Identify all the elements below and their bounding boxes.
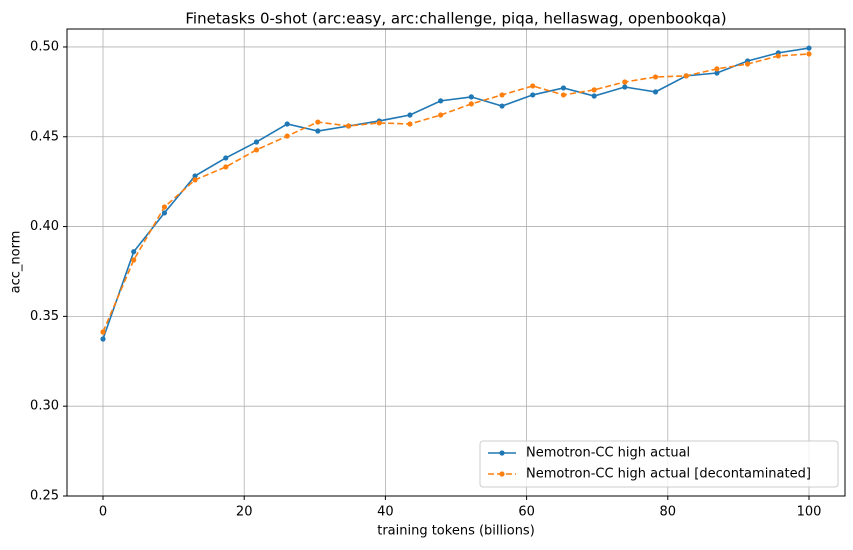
data-point <box>223 164 229 170</box>
data-point <box>100 329 106 335</box>
data-point <box>591 93 597 99</box>
x-tick-label: 20 <box>236 505 253 520</box>
data-point <box>468 94 474 100</box>
data-point <box>499 103 505 109</box>
data-point <box>530 83 536 89</box>
data-point <box>407 112 413 118</box>
data-point <box>161 210 168 216</box>
data-point <box>499 92 505 98</box>
data-point <box>315 119 321 125</box>
data-point <box>652 89 659 95</box>
data-point <box>253 147 260 153</box>
data-point <box>622 79 628 85</box>
x-tick-label: 100 <box>797 505 822 520</box>
data-point <box>806 51 812 57</box>
data-point <box>376 120 382 126</box>
data-point <box>591 87 597 93</box>
data-point <box>530 92 536 98</box>
data-point <box>744 61 751 67</box>
legend-label: Nemotron-CC high actual [decontaminated] <box>526 467 811 482</box>
y-tick-label: 0.25 <box>30 489 59 504</box>
data-point <box>806 45 812 51</box>
data-point <box>223 155 229 161</box>
x-tick-label: 0 <box>99 505 107 520</box>
y-tick-label: 0.30 <box>30 399 59 414</box>
data-point <box>315 128 321 134</box>
data-point <box>192 173 198 179</box>
data-point <box>560 85 567 91</box>
data-point <box>161 204 168 210</box>
chart-title: Finetasks 0-shot (arc:easy, arc:challeng… <box>185 10 726 28</box>
y-tick-label: 0.40 <box>30 219 59 234</box>
data-point <box>438 98 444 104</box>
data-point <box>468 101 474 107</box>
data-point <box>714 66 720 72</box>
x-axis-label: training tokens (billions) <box>377 524 535 539</box>
data-point <box>622 84 628 90</box>
y-tick-label: 0.45 <box>30 129 59 144</box>
data-point <box>407 121 413 127</box>
data-point <box>192 177 198 183</box>
data-point <box>775 53 781 59</box>
y-tick-label: 0.35 <box>30 309 59 324</box>
x-tick-label: 80 <box>660 505 677 520</box>
data-point <box>253 139 260 145</box>
plot-frame <box>66 28 846 497</box>
data-point <box>714 70 720 76</box>
x-tick-label: 40 <box>377 505 394 520</box>
data-point <box>131 257 137 263</box>
series-line <box>102 47 810 340</box>
legend: Nemotron-CC high actual Nemotron-CC high … <box>479 440 839 488</box>
data-point <box>345 123 352 129</box>
legend-box <box>479 440 839 488</box>
legend-marker <box>499 450 505 456</box>
y-axis-label: acc_norm <box>9 231 24 294</box>
series-line <box>102 53 810 333</box>
data-point <box>438 112 444 118</box>
data-point <box>560 92 567 98</box>
data-point <box>100 336 106 342</box>
x-tick-label: 60 <box>518 505 535 520</box>
y-tick-label: 0.50 <box>30 39 59 54</box>
legend-label: Nemotron-CC high actual <box>526 446 690 461</box>
data-point <box>284 121 290 127</box>
data-point <box>683 73 689 79</box>
data-point <box>131 249 137 255</box>
data-point <box>284 133 290 139</box>
data-point <box>652 74 659 80</box>
legend-marker <box>499 471 505 477</box>
